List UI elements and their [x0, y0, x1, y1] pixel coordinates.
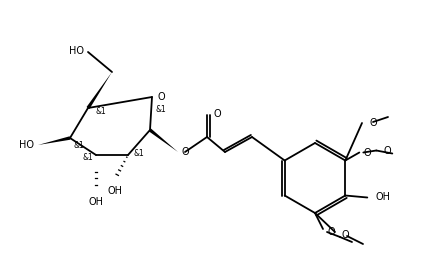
- Text: HO: HO: [69, 46, 84, 56]
- Text: O: O: [158, 92, 166, 102]
- Text: O: O: [213, 109, 221, 119]
- Text: &1: &1: [133, 150, 144, 159]
- Polygon shape: [38, 136, 70, 145]
- Text: O: O: [383, 146, 391, 156]
- Text: &1: &1: [95, 108, 106, 117]
- Text: O: O: [342, 230, 350, 240]
- Text: OH: OH: [89, 197, 104, 207]
- Text: O: O: [363, 147, 371, 158]
- Text: OH: OH: [108, 186, 122, 196]
- Text: &1: &1: [156, 105, 167, 114]
- Polygon shape: [87, 72, 112, 109]
- Text: &1: &1: [82, 153, 93, 162]
- Text: HO: HO: [19, 140, 34, 150]
- Text: O: O: [369, 118, 377, 128]
- Text: O: O: [327, 227, 335, 237]
- Text: O: O: [182, 147, 190, 157]
- Text: OH: OH: [375, 192, 390, 203]
- Polygon shape: [149, 129, 178, 152]
- Text: &1: &1: [73, 141, 84, 150]
